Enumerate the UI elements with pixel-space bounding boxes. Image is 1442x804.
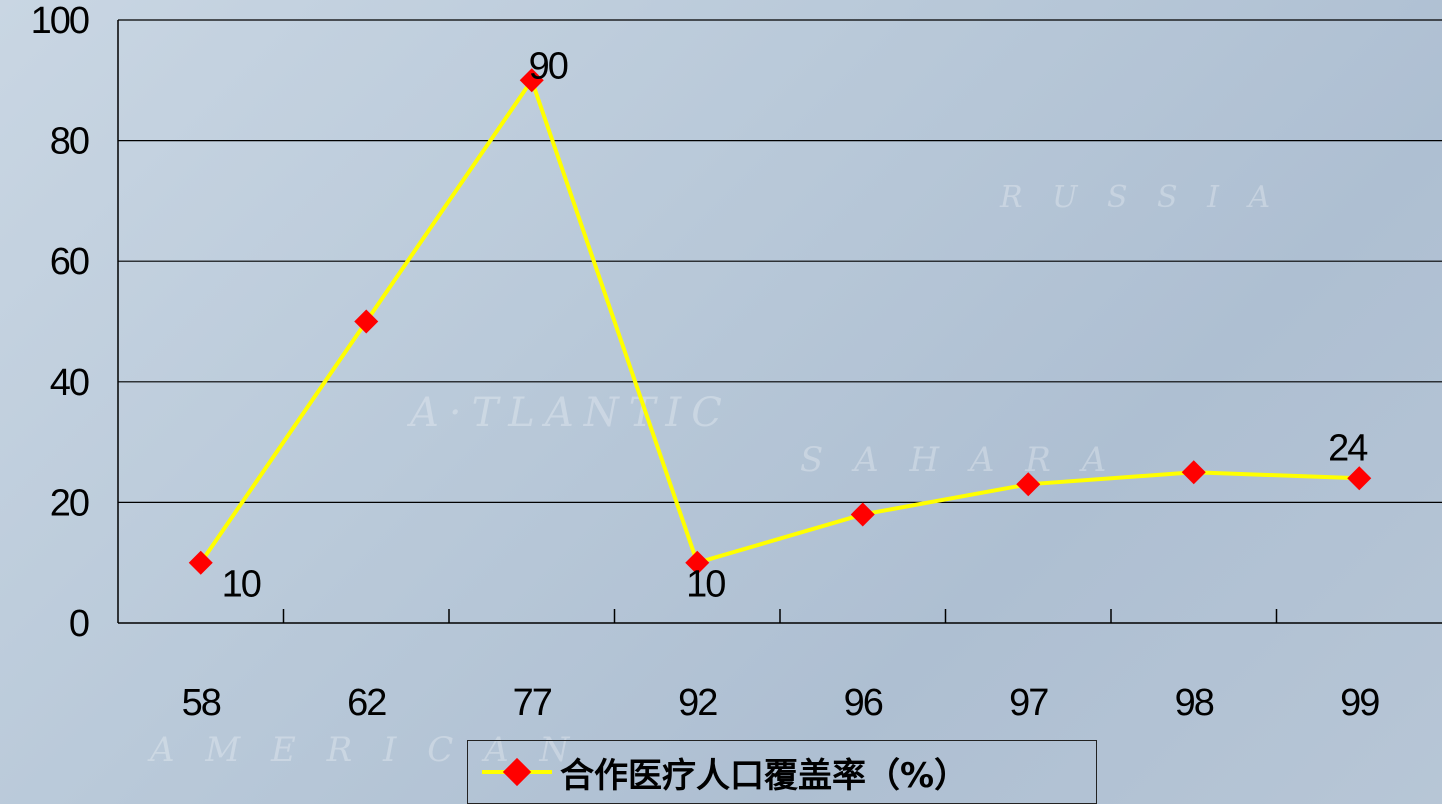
data-markers bbox=[188, 68, 1372, 575]
background-map-decoration: A M E R I C A N bbox=[150, 730, 580, 770]
y-tick-label: 60 bbox=[50, 241, 89, 283]
x-tick-label: 96 bbox=[844, 682, 883, 724]
background-map-decoration: S A H A R A bbox=[800, 440, 1117, 480]
y-axis-tick-labels: 0 20 40 60 80 100 bbox=[31, 0, 91, 645]
x-tick-label: 58 bbox=[182, 682, 221, 724]
data-point-marker bbox=[188, 550, 213, 575]
x-tick-label: 98 bbox=[1175, 682, 1214, 724]
background-map-decoration: R U S S I A bbox=[1000, 180, 1281, 215]
background-map-decoration: A·TLANTIC bbox=[410, 390, 732, 436]
y-tick-label: 0 bbox=[69, 603, 89, 645]
data-point-marker bbox=[1181, 460, 1206, 485]
series-line bbox=[199, 78, 1360, 565]
data-point-marker bbox=[850, 502, 875, 527]
legend: 合作医疗人口覆盖率（%） bbox=[467, 740, 1097, 804]
x-tick-label: 77 bbox=[513, 682, 552, 724]
data-label: 10 bbox=[222, 564, 261, 606]
x-tick-label: 92 bbox=[678, 682, 717, 724]
x-tick-label: 97 bbox=[1009, 682, 1048, 724]
x-tick-label: 62 bbox=[347, 682, 386, 724]
data-label: 24 bbox=[1328, 427, 1368, 469]
data-point-marker bbox=[685, 550, 710, 575]
data-point-marker bbox=[1347, 466, 1372, 491]
data-label: 90 bbox=[529, 45, 568, 87]
line-chart: 0 20 40 60 80 100 58 62 77 92 96 97 98 99 10 90 10 24 bbox=[31, 0, 1442, 724]
axes bbox=[117, 20, 1442, 624]
y-tick-label: 100 bbox=[31, 0, 89, 42]
legend-series-swatch bbox=[482, 757, 552, 787]
y-tick-label: 80 bbox=[50, 121, 89, 163]
data-point-marker bbox=[354, 309, 379, 334]
y-tick-label: 40 bbox=[50, 362, 89, 404]
data-point-marker bbox=[1016, 472, 1041, 497]
gridlines bbox=[118, 19, 1442, 503]
legend-diamond-icon bbox=[502, 757, 532, 787]
x-tick-label: 99 bbox=[1340, 682, 1379, 724]
series-line bbox=[199, 78, 1360, 565]
data-label: 10 bbox=[686, 564, 725, 606]
legend-label: 合作医疗人口覆盖率（%） bbox=[560, 755, 969, 796]
data-point-marker bbox=[519, 68, 544, 93]
x-axis-tick-labels: 58 62 77 92 96 97 98 99 bbox=[182, 682, 1382, 724]
data-labels: 10 90 10 24 bbox=[222, 45, 1371, 606]
y-tick-label: 20 bbox=[50, 482, 89, 524]
